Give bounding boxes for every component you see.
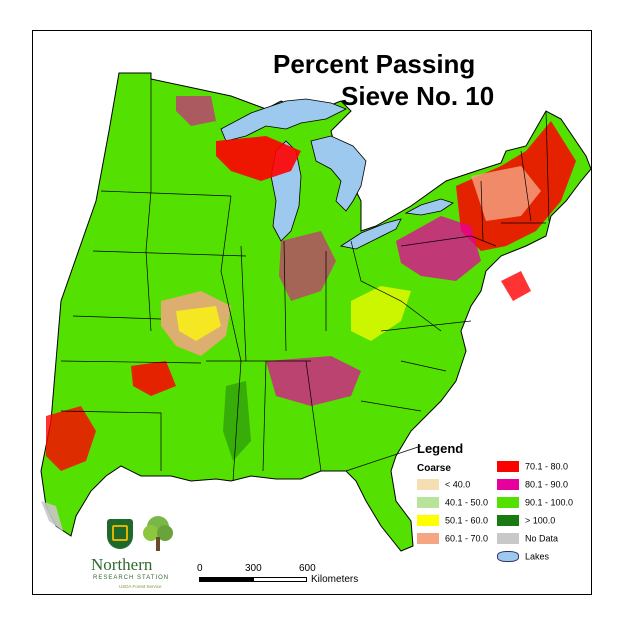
northern-research-station-logo: Northern RESEARCH STATION USDA Forest Se… (87, 511, 197, 591)
scale-bar: 0 300 600 Kilometers (197, 563, 417, 593)
legend-group-label: Coarse (417, 463, 451, 474)
legend-swatch (417, 515, 439, 527)
legend-item: No Data (497, 533, 559, 545)
tree-icon (143, 516, 173, 551)
scale-bar-segment-black (199, 577, 253, 582)
scale-tick-300: 300 (245, 563, 262, 574)
logo-subtitle: RESEARCH STATION (93, 575, 170, 581)
legend-label: < 40.0 (445, 479, 471, 490)
lake-ontario (404, 198, 454, 216)
logo-agency: USDA Forest Service (119, 584, 162, 589)
scale-tick-0: 0 (197, 563, 203, 574)
legend-item: 40.1 - 50.0 (417, 497, 489, 509)
map-title-line-2: Sieve No. 10 (341, 81, 495, 111)
legend-label: 50.1 - 60.0 (445, 515, 489, 526)
legend-label: 80.1 - 90.0 (525, 479, 569, 490)
legend-heading: Legend (417, 441, 464, 456)
legend-label: 60.1 - 70.0 (445, 533, 489, 544)
legend-item: 50.1 - 60.0 (417, 515, 489, 527)
map-canvas (40, 72, 591, 552)
legend-label: No Data (525, 533, 559, 544)
legend-swatch (497, 497, 519, 509)
legend-item: 80.1 - 90.0 (497, 479, 569, 491)
lake-erie (339, 218, 402, 250)
logo-name: Northern (91, 555, 153, 574)
legend-item: > 100.0 (497, 515, 556, 527)
legend-item: < 40.0 (417, 479, 471, 491)
scale-bar-segment-white (253, 577, 307, 582)
soil-class-patches (41, 96, 576, 531)
forest-service-shield-icon (107, 519, 133, 549)
legend-swatch (497, 551, 519, 563)
legend-label: 70.1 - 80.0 (525, 461, 569, 472)
legend-item: 90.1 - 100.0 (497, 497, 574, 509)
legend-label: 90.1 - 100.0 (525, 497, 574, 508)
legend-swatch (497, 533, 519, 545)
legend-swatch (497, 479, 519, 491)
legend-item: 70.1 - 80.0 (497, 461, 569, 473)
legend-label: > 100.0 (525, 515, 556, 526)
legend-swatch (417, 533, 439, 545)
legend-item: 60.1 - 70.0 (417, 533, 489, 545)
lake-superior (220, 98, 347, 142)
legend-swatch (497, 515, 519, 527)
legend-item: Lakes (497, 551, 550, 563)
scale-tick-600: 600 (299, 563, 316, 574)
legend-swatch (417, 497, 439, 509)
map-title-line-1: Percent Passing (273, 49, 476, 79)
map-frame: Percent Passing Sieve No. 10 Legend Coar… (32, 30, 592, 595)
legend-swatch (417, 479, 439, 491)
lake-huron (310, 135, 367, 212)
legend-swatch (497, 461, 519, 473)
legend-label: Lakes (525, 551, 550, 562)
scale-units: Kilometers (311, 574, 359, 585)
legend: Legend Coarse < 40.0 40.1 - 50.0 50.1 - 60… (411, 441, 591, 571)
state-boundaries (60, 73, 550, 482)
legend-label: 40.1 - 50.0 (445, 497, 489, 508)
